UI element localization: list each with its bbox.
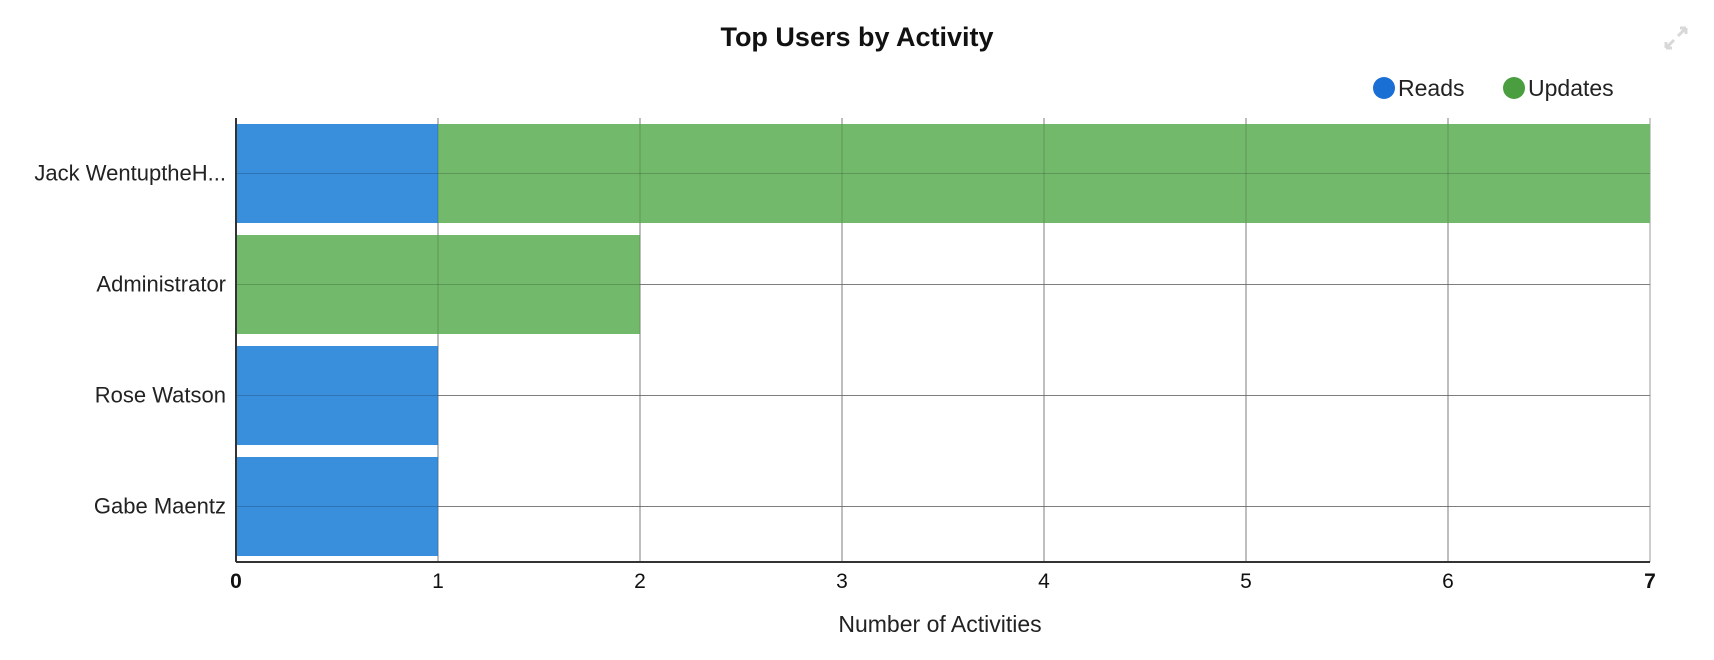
legend-marker: [1373, 77, 1395, 99]
bar-updates[interactable]: [438, 124, 1650, 223]
category-label: Administrator: [96, 272, 226, 297]
category-label: Gabe Maentz: [94, 494, 226, 519]
axes: [235, 118, 1650, 563]
x-tick-label: 3: [836, 570, 848, 593]
legend-label: Reads: [1398, 75, 1464, 101]
x-tick-labels: 0 1 2 3 4 5 6 7: [230, 570, 1656, 593]
x-tick-label: 6: [1442, 570, 1454, 593]
bar-reads[interactable]: [236, 124, 438, 223]
category-label: Jack WentuptheH...: [34, 161, 226, 186]
bar-updates[interactable]: [236, 235, 640, 334]
legend-label: Updates: [1528, 75, 1614, 101]
bar-reads[interactable]: [236, 346, 438, 445]
x-tick-label: 4: [1038, 570, 1050, 593]
x-tick-label: 0: [230, 570, 242, 593]
legend: Reads Updates: [1373, 75, 1614, 101]
chart-title: Top Users by Activity: [720, 22, 993, 52]
x-tick-label: 1: [432, 570, 444, 593]
x-tick-label: 7: [1644, 570, 1656, 593]
x-axis-title: Number of Activities: [838, 611, 1041, 637]
category-label: Rose Watson: [95, 383, 226, 408]
bar-reads[interactable]: [236, 457, 438, 556]
expand-icon[interactable]: [1664, 26, 1688, 50]
bars: [236, 118, 1650, 562]
x-tick-label: 5: [1240, 570, 1252, 593]
legend-item-reads[interactable]: Reads: [1373, 75, 1464, 101]
legend-item-updates[interactable]: Updates: [1503, 75, 1614, 101]
x-tick-label: 2: [634, 570, 646, 593]
category-labels: Jack WentuptheH... Administrator Rose Wats…: [34, 161, 226, 519]
legend-marker: [1503, 77, 1525, 99]
